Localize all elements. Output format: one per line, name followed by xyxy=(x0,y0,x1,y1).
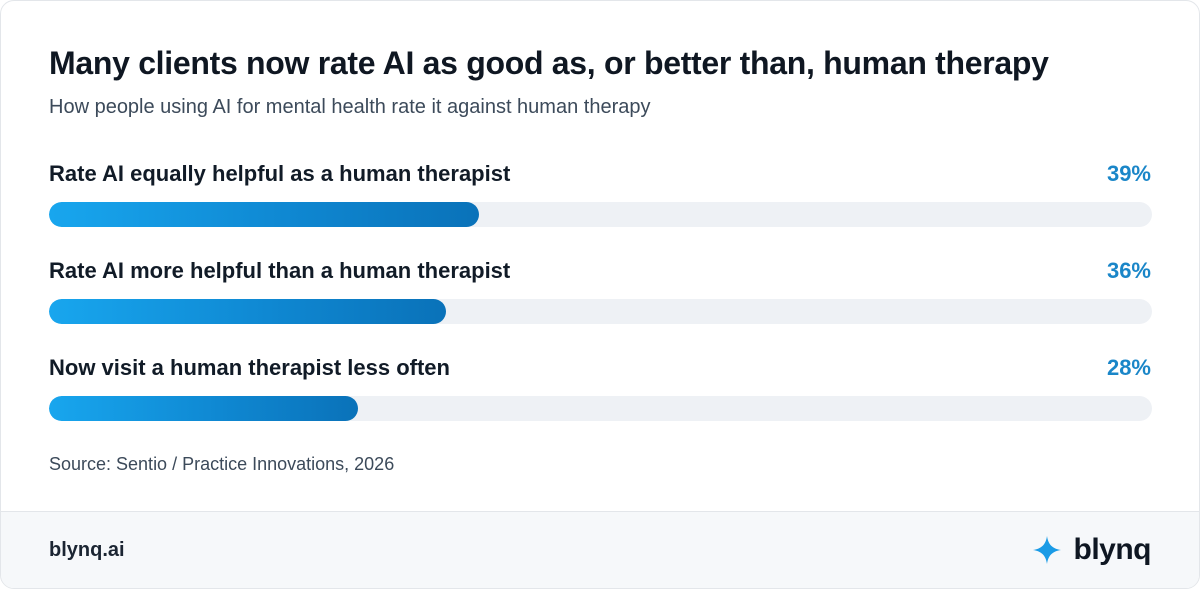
bar-track xyxy=(49,299,1152,324)
bar xyxy=(49,202,480,227)
bar-value-label: 36% xyxy=(1106,258,1151,283)
bar xyxy=(49,299,447,324)
bar-value-label: 28% xyxy=(1106,355,1151,380)
footer-url[interactable]: blynq.ai xyxy=(49,539,125,561)
bar-track xyxy=(49,396,1152,421)
chart-subtitle: How people using AI for mental health ra… xyxy=(49,96,651,118)
bar-label: Now visit a human therapist less often xyxy=(49,355,450,380)
footer: blynq.ai blynq xyxy=(1,511,1199,588)
bar-label: Rate AI equally helpful as a human thera… xyxy=(49,161,511,186)
bar-label: Rate AI more helpful than a human therap… xyxy=(49,258,511,283)
brand-logo: blynq xyxy=(1032,532,1152,568)
source-note: Source: Sentio / Practice Innovations, 2… xyxy=(49,454,395,474)
bar-chart: Rate AI equally helpful as a human thera… xyxy=(1,1,1199,441)
bar xyxy=(49,396,358,421)
bar-track xyxy=(49,202,1152,227)
brand-name: blynq xyxy=(1073,533,1152,566)
chart-title: Many clients now rate AI as good as, or … xyxy=(49,45,1049,81)
sparkle-icon xyxy=(1032,536,1061,564)
bar-value-label: 39% xyxy=(1106,161,1151,186)
